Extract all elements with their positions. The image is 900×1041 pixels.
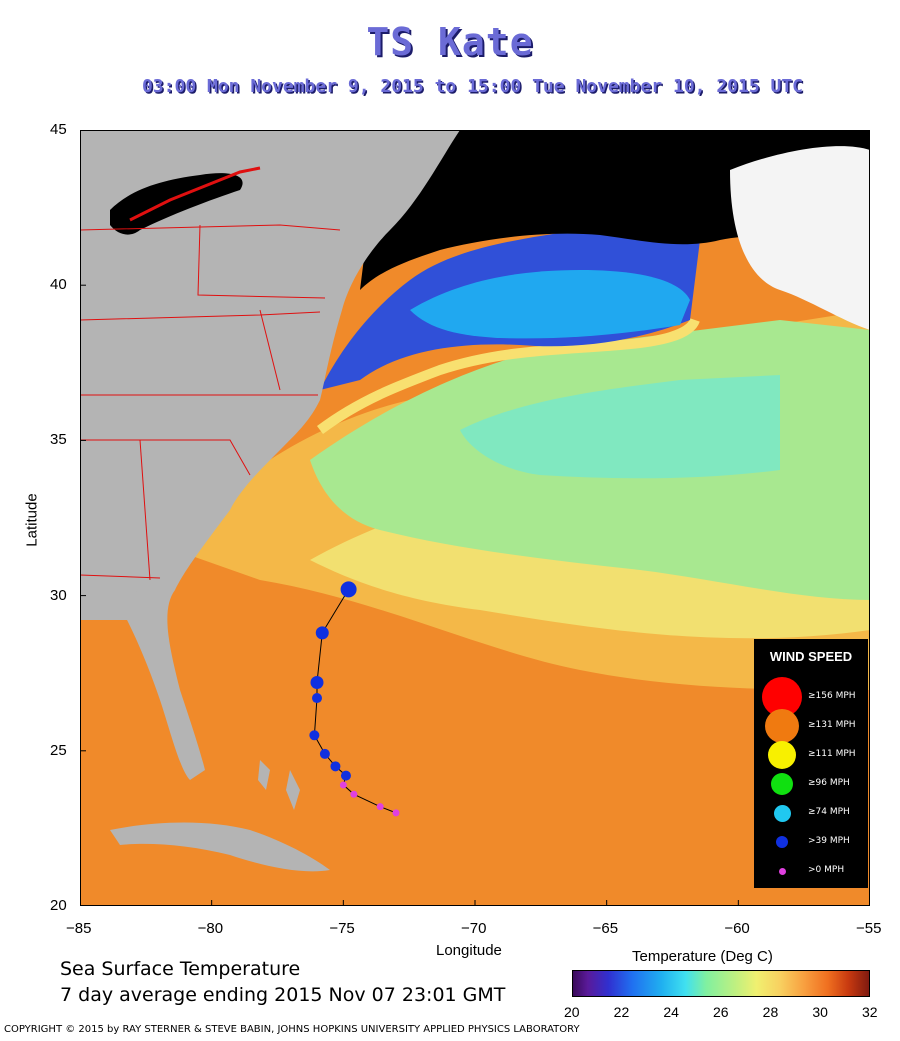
legend-title: WIND SPEED [769, 649, 853, 664]
legend-label: ≥111 MPH [808, 749, 856, 759]
track-point [339, 781, 347, 789]
gulf-stream [317, 317, 700, 435]
track-point [315, 626, 329, 640]
legend-swatch [778, 867, 786, 875]
legend-label: >39 MPH [808, 836, 850, 846]
track-point [350, 790, 358, 798]
y-tick-label: 20 [50, 897, 67, 914]
x-tick-label: −75 [329, 920, 355, 937]
legend-label: ≥74 MPH [808, 807, 850, 817]
legend-item: >39 MPH [754, 827, 868, 857]
track-point [376, 803, 384, 811]
x-tick-label: −80 [197, 920, 224, 937]
bahamas-island [286, 770, 300, 810]
colorbar-tick-label: 26 [713, 1004, 729, 1020]
sst-title: Sea Surface Temperature [60, 958, 301, 980]
colorbar-tick-label: 32 [862, 1004, 878, 1020]
legend-item: ≥111 MPH [754, 740, 868, 770]
cloud-area [730, 146, 870, 330]
legend-item: ≥96 MPH [754, 769, 868, 799]
axis-ticks [80, 130, 870, 906]
legend-swatch [773, 804, 791, 822]
track-point [319, 748, 330, 759]
x-axis-label: Longitude [436, 942, 502, 959]
north-america-land [80, 130, 460, 780]
map-title: TS Kate [366, 20, 534, 64]
map-subtitle: 03:00 Mon November 9, 2015 to 15:00 Tue … [141, 76, 804, 97]
great-lakes [110, 173, 243, 235]
track-point [340, 581, 357, 598]
colorbar-tick-label: 24 [663, 1004, 679, 1020]
legend-item: ≥156 MPH [754, 677, 868, 717]
x-tick-label: −85 [66, 920, 92, 937]
copyright-notice: COPYRIGHT © 2015 by RAY STERNER & STEVE … [4, 1024, 580, 1035]
cuba-land [110, 822, 330, 872]
legend-item: ≥131 MPH [754, 709, 868, 743]
storm-track-line [313, 589, 397, 814]
track-point [309, 730, 320, 741]
y-tick-label: 45 [50, 121, 67, 138]
colorbar-tick-label: 22 [613, 1004, 630, 1020]
y-axis-label: Latitude [23, 493, 41, 547]
y-tick-label: 35 [50, 431, 67, 449]
cyan-patch [460, 375, 780, 479]
y-tick-label: 40 [50, 276, 67, 294]
legend-swatch [776, 836, 788, 848]
colorbar-tick-label: 28 [762, 1004, 779, 1020]
colorbar-tick-label: 20 [564, 1004, 580, 1020]
temperature-colorbar [572, 970, 870, 997]
x-tick-label: −55 [856, 920, 882, 937]
x-tick-label: −60 [724, 920, 750, 937]
colorbar-tick-label: 30 [812, 1004, 828, 1020]
wind-speed-legend: WIND SPEED ≥156 MPH ≥131 MPH ≥111 MPH ≥96 M… [754, 639, 868, 888]
border-line [129, 166, 261, 222]
track-point [392, 809, 400, 817]
track-point [330, 761, 341, 772]
gulf-coast-land [80, 580, 155, 620]
track-point [312, 693, 322, 704]
sst-map [80, 130, 870, 906]
colorbar-title: Temperature (Deg C) [632, 948, 773, 965]
track-point [310, 676, 324, 690]
storm-track-points [309, 581, 400, 817]
sst-date-range: 7 day average ending 2015 Nov 07 23:01 G… [60, 984, 506, 1006]
bahamas-island [258, 760, 270, 790]
legend-swatch [771, 773, 793, 795]
legend-item: ≥74 MPH [754, 798, 868, 828]
track-point [340, 770, 351, 781]
legend-item: >0 MPH [754, 856, 868, 886]
legend-label: ≥131 MPH [808, 720, 856, 730]
legend-label: ≥96 MPH [808, 778, 850, 788]
state-borders [80, 224, 341, 581]
cold-eddy [410, 270, 690, 339]
legend-label: ≥156 MPH [808, 691, 856, 701]
y-tick-label: 25 [50, 741, 67, 759]
x-tick-label: −65 [592, 920, 619, 937]
legend-swatch [765, 709, 799, 743]
y-tick-label: 30 [50, 586, 67, 604]
x-tick-label: −70 [461, 920, 487, 937]
legend-label: >0 MPH [808, 865, 845, 875]
legend-swatch [768, 741, 796, 769]
